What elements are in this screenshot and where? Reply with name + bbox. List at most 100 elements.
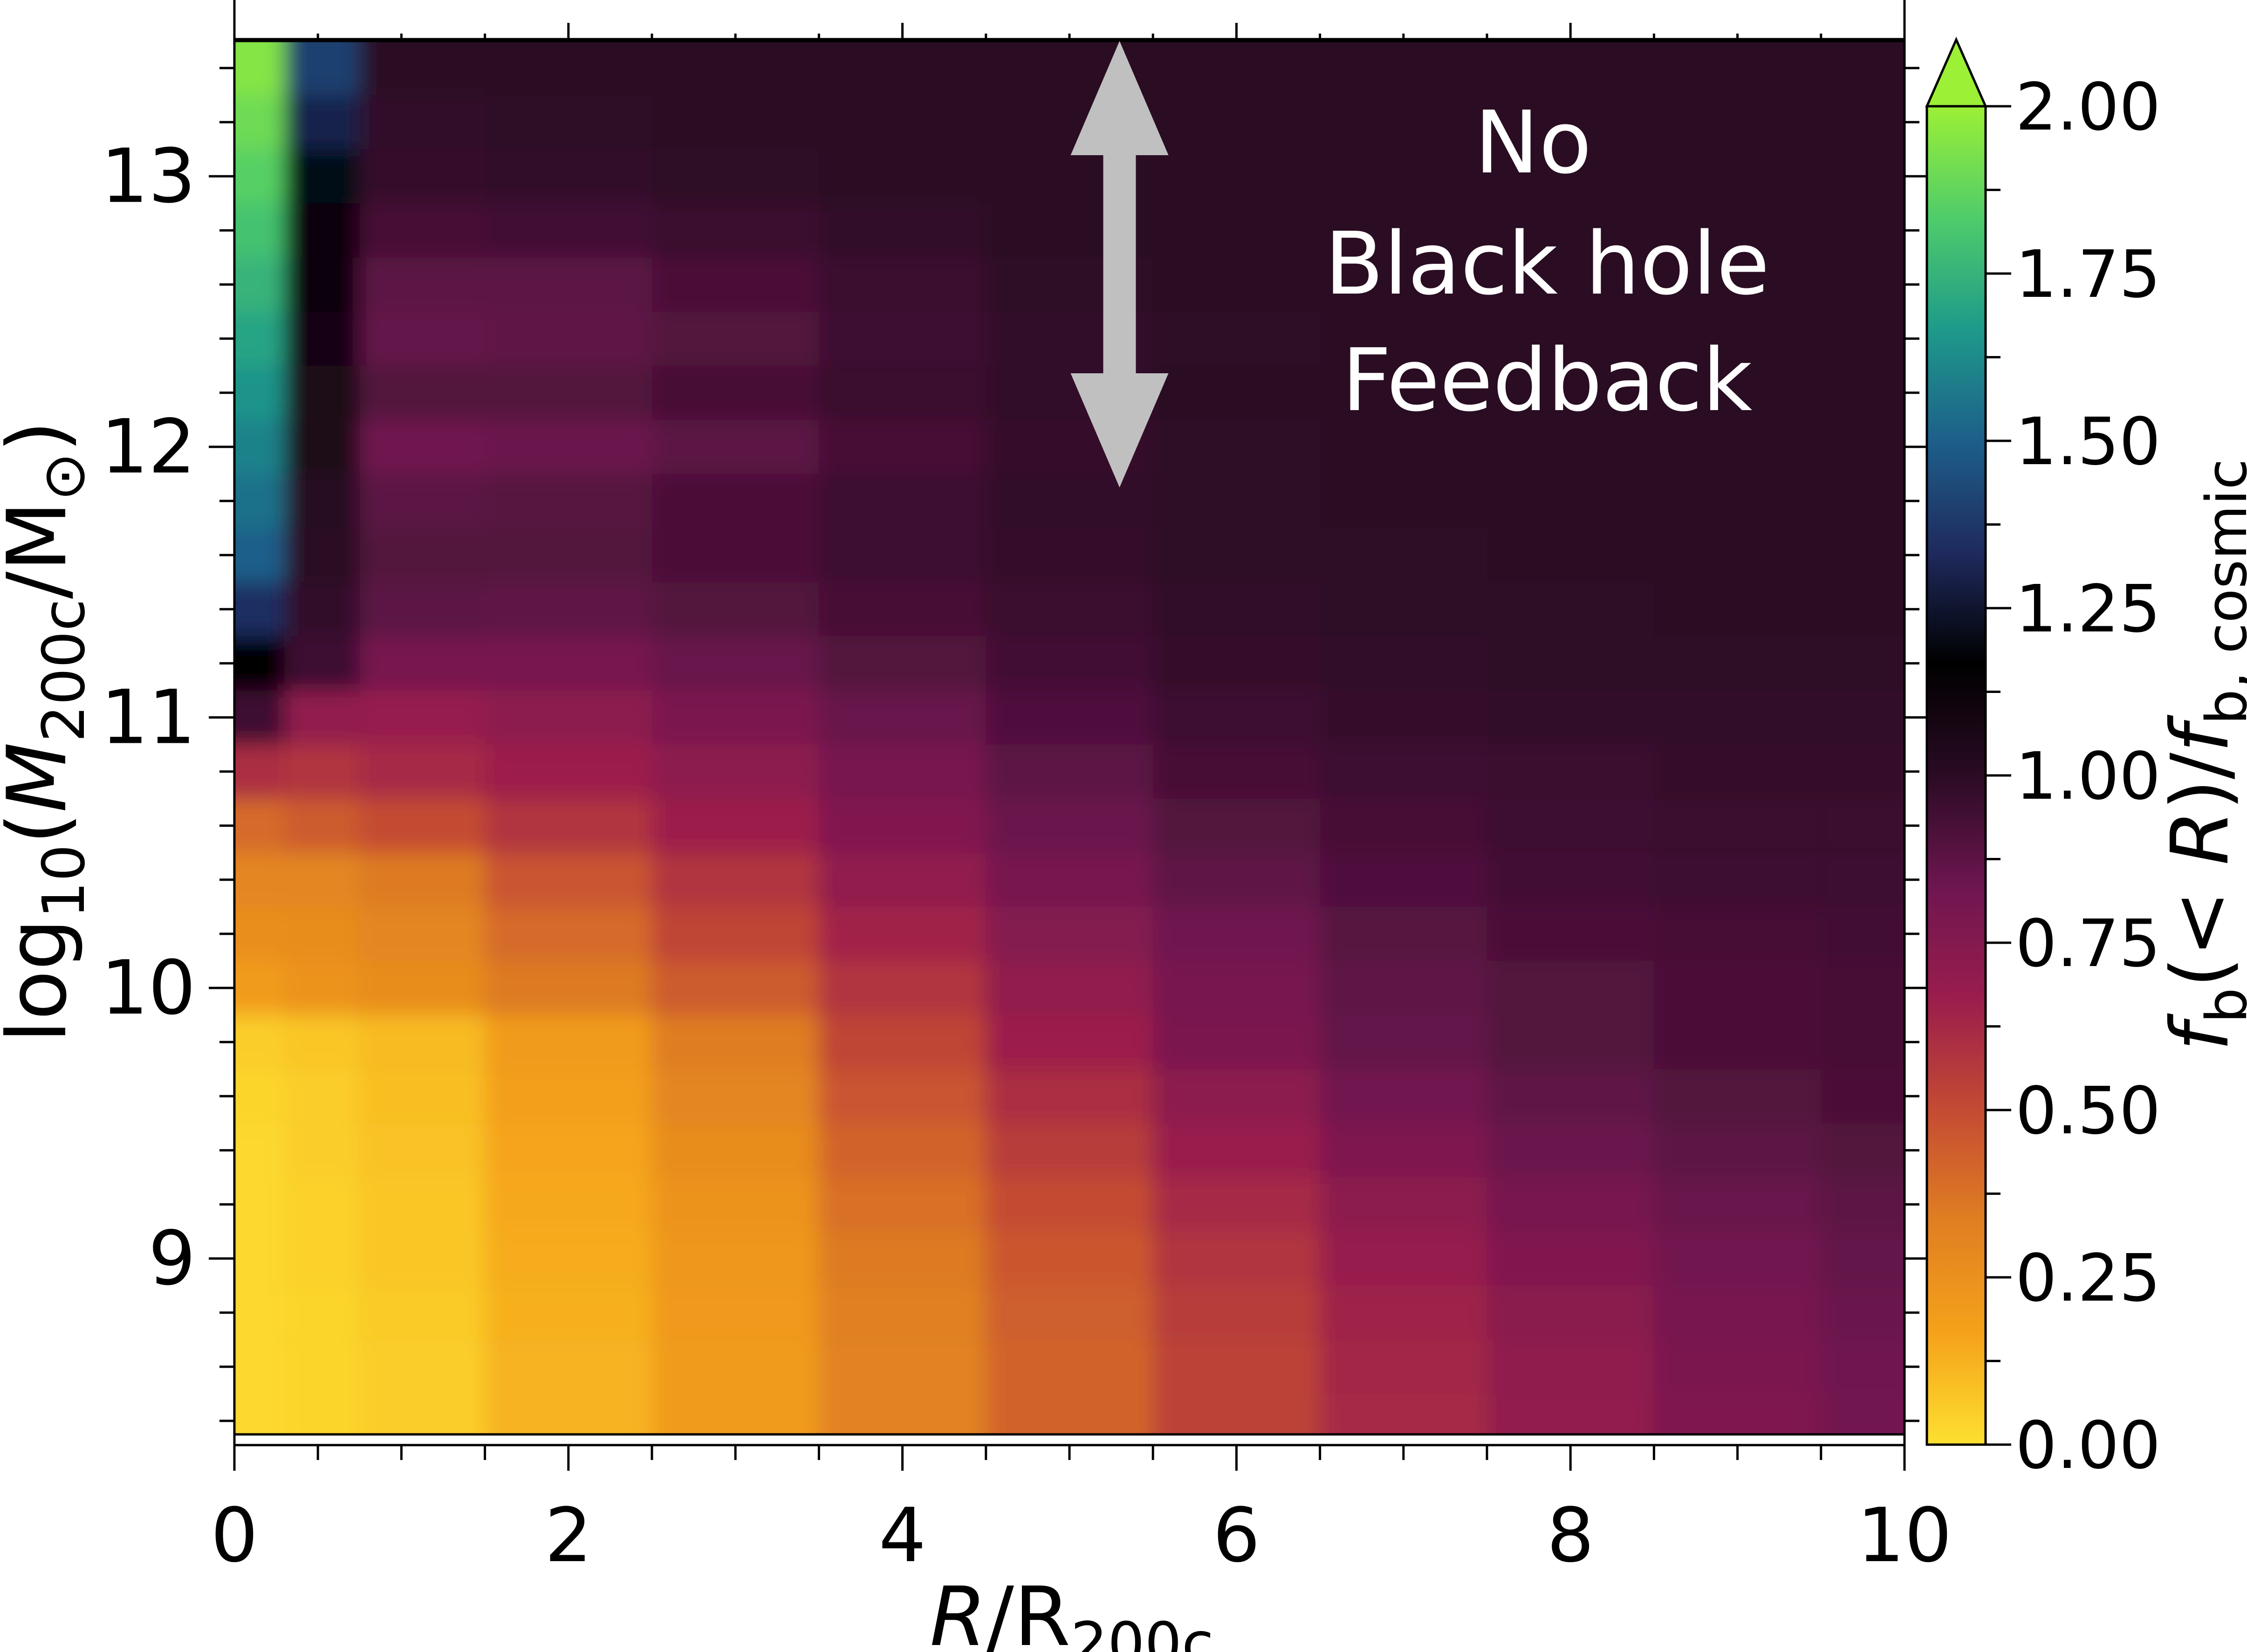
- heatmap-cell: [1153, 473, 1320, 528]
- heatmap-cell: [359, 41, 485, 96]
- heatmap-cell: [485, 149, 652, 204]
- heatmap-cell: [1821, 906, 1904, 961]
- heatmap-cell: [1153, 1069, 1320, 1124]
- y-axis-label: log10(M200c/M⊙): [0, 420, 98, 1042]
- heatmap-cell: [652, 906, 819, 961]
- heatmap-cell: [986, 582, 1153, 637]
- heatmap-cell: [1320, 744, 1487, 799]
- heatmap-cell: [986, 906, 1153, 961]
- heatmap-cell: [359, 906, 485, 961]
- y-tick-label: 9: [148, 1215, 196, 1302]
- heatmap-cell: [1320, 690, 1487, 745]
- heatmap-cell: [1153, 906, 1320, 961]
- heatmap-cell: [986, 1015, 1153, 1069]
- heatmap-cell: [986, 744, 1153, 799]
- heatmap-cell: [1153, 203, 1320, 258]
- heatmap-cell: [986, 1285, 1153, 1340]
- heatmap-cell: [359, 798, 485, 853]
- heatmap-cell: [1487, 95, 1654, 150]
- x-tick-label: 10: [1857, 1492, 1952, 1579]
- heatmap-cell: [1153, 690, 1320, 745]
- heatmap-cell: [284, 1231, 360, 1286]
- heatmap-cell: [284, 95, 360, 150]
- heatmap-cell: [652, 636, 819, 691]
- heatmap-cell: [652, 149, 819, 204]
- heatmap-cell: [1320, 852, 1487, 907]
- heatmap-cell: [1487, 582, 1654, 637]
- heatmap-cell: [1487, 419, 1654, 474]
- heatmap-cell: [485, 1015, 652, 1069]
- heatmap-cell: [652, 852, 819, 907]
- colorbar: 0.00 0.25 0.50 0.75 1.00 1.25 1.50 1.75 2.00 fb(…: [1925, 36, 2247, 1484]
- heatmap-cell: [1320, 528, 1487, 583]
- heatmap-cell: [652, 1285, 819, 1340]
- heatmap-cell: [819, 690, 986, 745]
- heatmap-cell: [485, 419, 652, 474]
- heatmap-cell: [1821, 419, 1904, 474]
- heatmap-cell: [986, 1393, 1153, 1434]
- heatmap-cell: [485, 473, 652, 528]
- x-axis-label: R/R200c: [930, 1570, 1213, 1652]
- heatmap-cell: [652, 798, 819, 853]
- heatmap-cell: [485, 203, 652, 258]
- heatmap-cell: [1153, 419, 1320, 474]
- heatmap-cell: [234, 419, 285, 474]
- heatmap-cell: [1320, 1015, 1487, 1069]
- heatmap-cell: [1153, 311, 1320, 366]
- x-tick-label: 2: [545, 1492, 592, 1579]
- heatmap-cell: [359, 1285, 485, 1340]
- colorbar-tick-label: 2.00: [2015, 69, 2161, 145]
- heatmap-cell: [359, 95, 485, 150]
- heatmap-cell: [652, 690, 819, 745]
- heatmap-cell: [652, 1015, 819, 1069]
- annotation-line-1: No: [1474, 92, 1592, 193]
- colorbar-tick-label: 0.50: [2015, 1073, 2161, 1149]
- y-tick-label: 10: [101, 944, 196, 1031]
- annotation-line-3: Feedback: [1342, 330, 1752, 431]
- heatmap-cell: [986, 852, 1153, 907]
- heatmap-cell: [1153, 1285, 1320, 1340]
- heatmap-cell: [1821, 798, 1904, 853]
- heatmap-cell: [284, 1339, 360, 1394]
- heatmap-cell: [819, 1339, 986, 1394]
- heatmap-cell: [284, 744, 360, 799]
- heatmap-cell: [986, 473, 1153, 528]
- heatmap-cell: [234, 636, 285, 691]
- heatmap-cell: [234, 1015, 285, 1069]
- heatmap-cell: [1821, 1177, 1904, 1232]
- heatmap-cell: [652, 1393, 819, 1434]
- heatmap-cell: [1320, 1285, 1487, 1340]
- heatmap-cell: [986, 798, 1153, 853]
- colorbar-label: fb(< R)/fb, cosmic: [2154, 459, 2247, 1051]
- heatmap-cell: [359, 1339, 485, 1394]
- colorbar-tick-label: 1.50: [2015, 404, 2161, 480]
- heatmap-cell: [1821, 1231, 1904, 1286]
- heatmap-cell: [485, 1393, 652, 1434]
- heatmap-cell: [1654, 257, 1821, 312]
- heatmap-cell: [819, 257, 986, 312]
- heatmap-cell: [819, 473, 986, 528]
- heatmap-cell: [284, 528, 360, 583]
- heatmap-cell: [485, 960, 652, 1015]
- heatmap-cell: [1320, 960, 1487, 1015]
- heatmap-cell: [234, 311, 285, 366]
- colorbar-tick-label: 1.75: [2015, 237, 2161, 313]
- heatmap-cell: [485, 257, 652, 312]
- heatmap-cell: [1153, 1393, 1320, 1434]
- heatmap-cell: [1487, 1339, 1654, 1394]
- heatmap-cell: [1320, 203, 1487, 258]
- heatmap-cell: [284, 582, 360, 637]
- heatmap-cell: [1654, 960, 1821, 1015]
- heatmap-cell: [1487, 636, 1654, 691]
- heatmap-cell: [485, 95, 652, 150]
- heatmap-cell: [359, 582, 485, 637]
- heatmap-cell: [1654, 1069, 1821, 1124]
- heatmap-cell: [359, 636, 485, 691]
- heatmap-cell: [1153, 960, 1320, 1015]
- x-tick-label: 0: [211, 1492, 258, 1579]
- heatmap-cell: [1821, 636, 1904, 691]
- heatmap-cell: [284, 257, 360, 312]
- heatmap-cell: [652, 960, 819, 1015]
- heatmap-cell: [1487, 852, 1654, 907]
